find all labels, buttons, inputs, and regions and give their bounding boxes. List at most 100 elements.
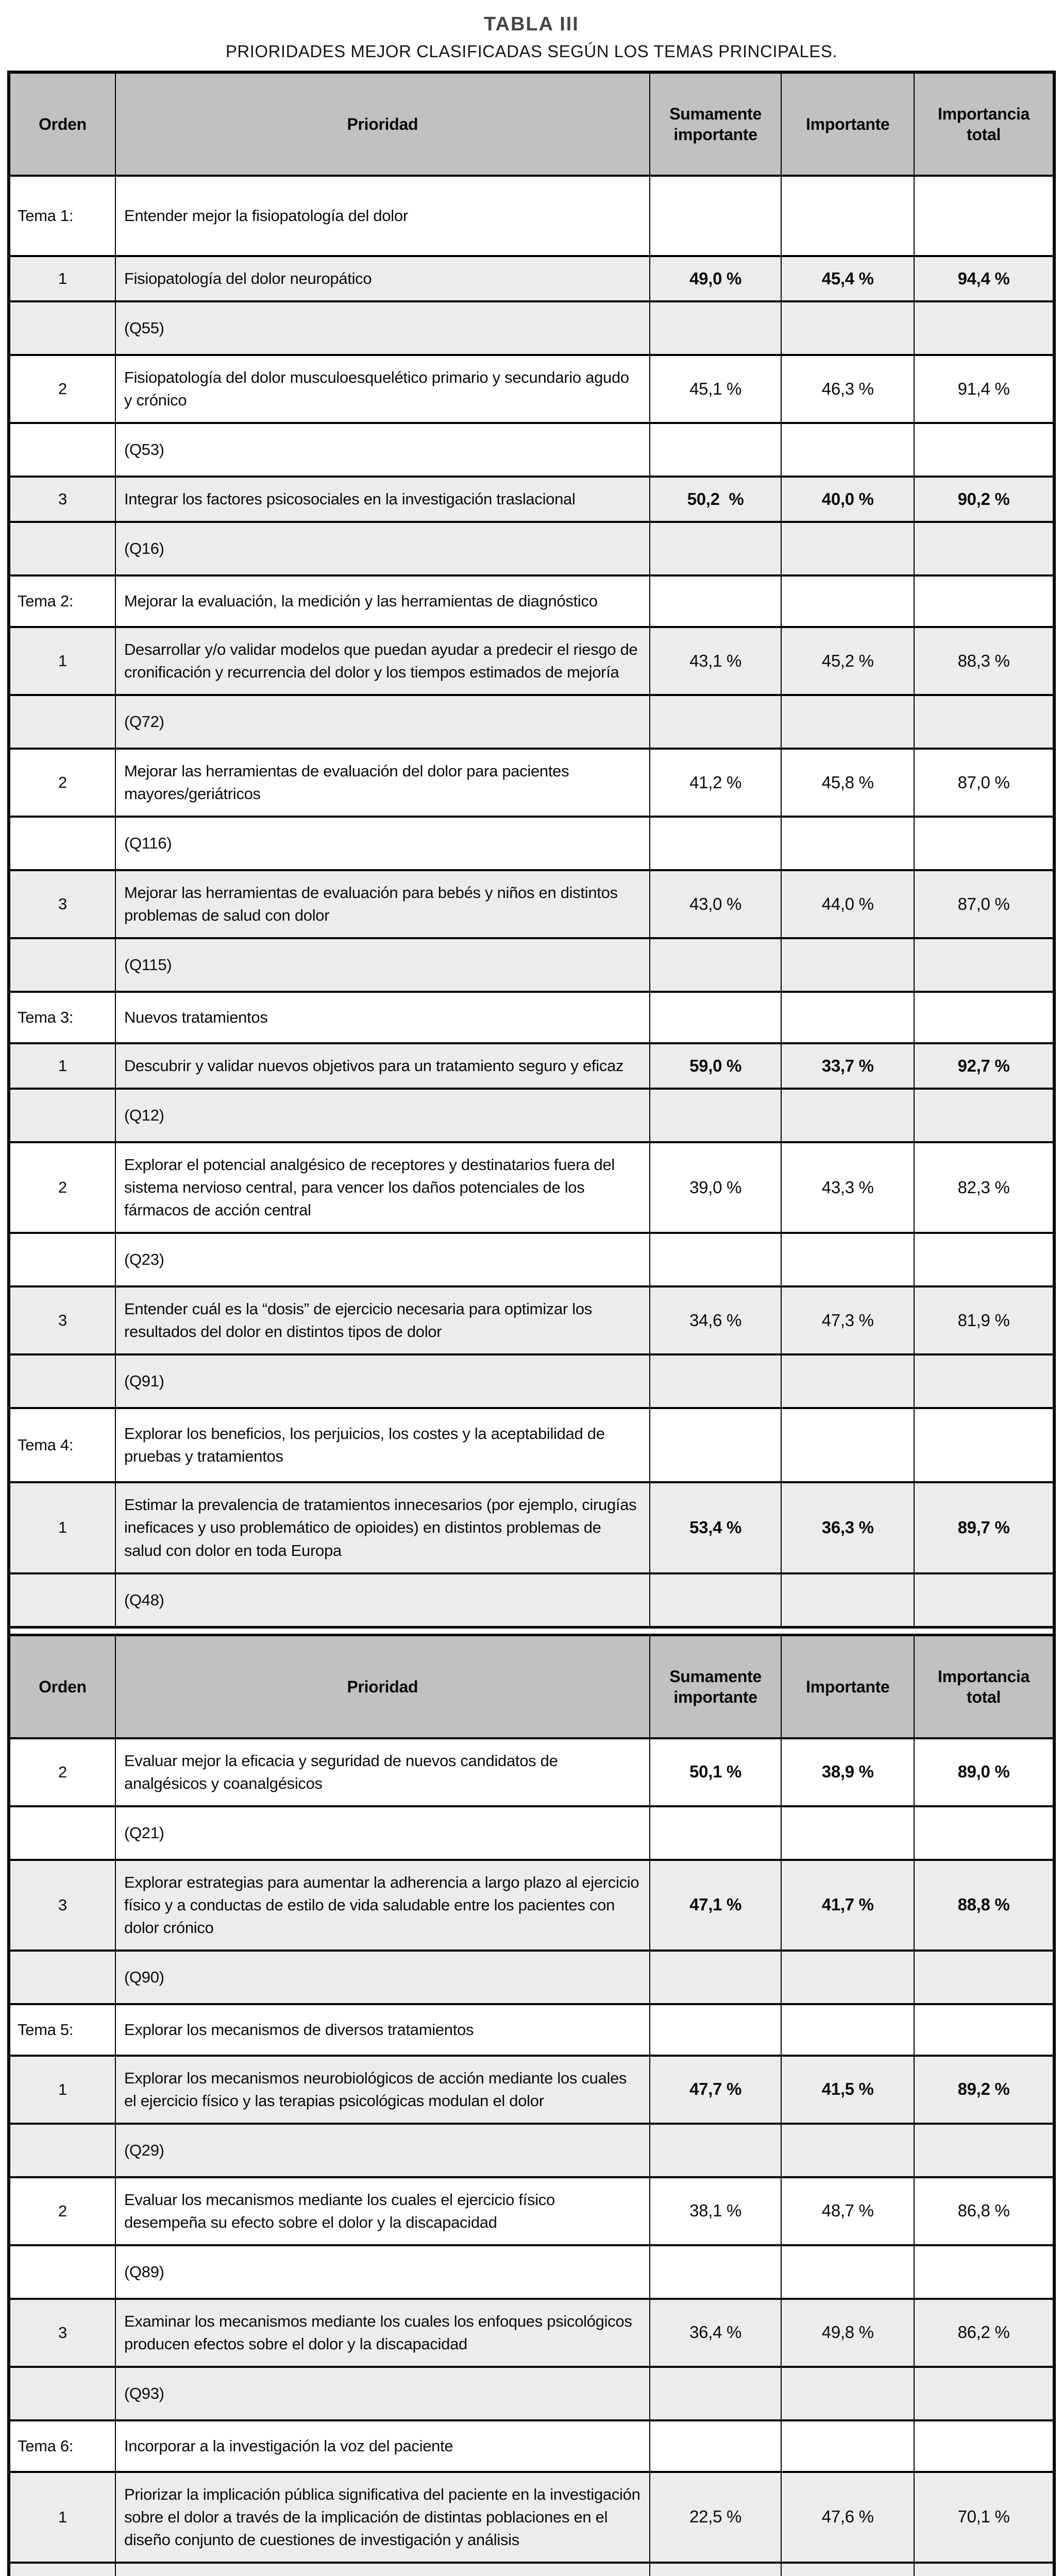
sumamente-cell: 45,1 % — [649, 354, 782, 425]
importante-cell — [781, 2561, 915, 2576]
importante-cell — [781, 2419, 915, 2473]
importante-cell: 45,8 % — [781, 748, 915, 818]
sumamente-cell — [649, 1353, 782, 1410]
sumamente-cell: 43,1 % — [649, 626, 782, 697]
sumamente-cell: 41,2 % — [649, 748, 782, 818]
total-cell: 91,4 % — [914, 354, 1055, 425]
sumamente-cell: 38,1 % — [649, 2176, 782, 2246]
importante-cell — [781, 521, 915, 577]
total-cell: 92,7 % — [914, 1042, 1055, 1090]
orden-cell: 1 — [8, 2470, 116, 2564]
theme-row: Tema 2: Mejorar la evaluación, la medició… — [8, 574, 1055, 629]
sumamente-cell — [649, 937, 782, 993]
importante-cell — [781, 300, 915, 357]
page-break-cell — [9, 1625, 1054, 1636]
orden-cell: 3 — [8, 1858, 116, 1952]
importante-cell: 47,6 % — [781, 2470, 915, 2564]
qcode-row: (Q72) — [8, 694, 1055, 750]
orden-cell — [8, 1232, 116, 1288]
priority-row: 2 Evaluar los mecanismos mediante los cua… — [8, 2176, 1055, 2246]
sumamente-cell — [649, 816, 782, 872]
qcode-row: (Q48) — [8, 1572, 1055, 1629]
sumamente-cell — [649, 300, 782, 357]
orden-cell — [8, 937, 116, 993]
col-header-importante: Importante — [781, 71, 915, 177]
orden-cell: 3 — [8, 476, 116, 523]
orden-cell — [8, 422, 116, 478]
prioridad-cell: (Q116) — [114, 816, 650, 872]
qcode-row: (Q29) — [8, 2122, 1055, 2178]
importante-cell: 41,5 % — [781, 2054, 915, 2125]
prioridad-cell: Entender mejor la fisiopatología del dol… — [114, 174, 650, 258]
total-cell — [914, 1407, 1055, 1484]
col-header-total: Importancia total — [914, 1634, 1055, 1739]
total-cell — [914, 2419, 1055, 2473]
importante-cell: 38,9 % — [781, 1737, 915, 1807]
sumamente-cell — [649, 2003, 782, 2057]
orden-cell: Tema 1: — [8, 174, 116, 258]
orden-cell: Tema 6: — [8, 2419, 116, 2473]
orden-cell: 2 — [8, 748, 116, 818]
prioridad-cell: (Q48) — [114, 1572, 650, 1629]
prioridad-cell: Fisiopatología del dolor musculoesquelét… — [114, 354, 650, 425]
prioridad-cell: Descubrir y validar nuevos objetivos par… — [114, 1042, 650, 1090]
total-cell — [914, 2003, 1055, 2057]
total-cell — [914, 422, 1055, 478]
orden-cell: 1 — [8, 1481, 116, 1574]
total-cell — [914, 694, 1055, 750]
importante-cell: 45,4 % — [781, 255, 915, 303]
sumamente-cell: 50,2 % — [649, 476, 782, 523]
importante-cell — [781, 1572, 915, 1629]
priority-row: 3 Integrar los factores psicosociales en … — [8, 476, 1055, 523]
prioridad-cell: (Q72) — [114, 694, 650, 750]
prioridad-cell: (Q12) — [114, 1088, 650, 1144]
orden-cell — [8, 694, 116, 750]
qcode-row: (Q91) — [8, 1353, 1055, 1410]
prioridad-cell: Mejorar las herramientas de evaluación d… — [114, 748, 650, 818]
orden-cell: 1 — [8, 1042, 116, 1090]
importante-cell: 47,3 % — [781, 1285, 915, 1356]
prioridad-cell: Evaluar los mecanismos mediante los cual… — [114, 2176, 650, 2246]
total-cell: 94,4 % — [914, 255, 1055, 303]
col-header-prioridad: Prioridad — [114, 71, 650, 177]
prioridad-cell: Priorizar la implicación pública signifi… — [114, 2470, 650, 2564]
qcode-row: (Q23) — [8, 1232, 1055, 1288]
importante-cell — [781, 1088, 915, 1144]
theme-row: Tema 5: Explorar los mecanismos de divers… — [8, 2003, 1055, 2057]
priority-row: 1 Priorizar la implicación pública signif… — [8, 2470, 1055, 2564]
orden-cell — [8, 1949, 116, 2005]
orden-cell: 3 — [8, 2297, 116, 2368]
total-cell: 81,9 % — [914, 1285, 1055, 1356]
total-cell — [914, 2365, 1055, 2421]
sumamente-cell — [649, 521, 782, 577]
page-break-gap — [9, 1625, 1054, 1636]
qcode-row: (Q115) — [8, 937, 1055, 993]
priority-row: 3 Mejorar las herramientas de evaluación … — [8, 869, 1055, 940]
total-cell: 86,2 % — [914, 2297, 1055, 2368]
sumamente-cell — [649, 1407, 782, 1484]
importante-cell: 49,8 % — [781, 2297, 915, 2368]
total-cell — [914, 991, 1055, 1045]
prioridad-cell: (Q29) — [114, 2122, 650, 2178]
total-cell — [914, 816, 1055, 872]
sumamente-cell — [649, 2244, 782, 2300]
prioridad-cell: Integrar los factores psicosociales en l… — [114, 476, 650, 523]
importante-cell: 40,0 % — [781, 476, 915, 523]
orden-cell: 2 — [8, 1141, 116, 1234]
sumamente-cell: 59,0 % — [649, 1042, 782, 1090]
sumamente-cell — [649, 1232, 782, 1288]
orden-cell — [8, 2365, 116, 2421]
orden-cell — [8, 2561, 116, 2576]
orden-cell — [8, 816, 116, 872]
priority-row: 2 Fisiopatología del dolor musculoesquelé… — [8, 354, 1055, 425]
total-cell — [914, 2561, 1055, 2576]
priority-row: 3 Entender cuál es la “dosis” de ejercici… — [8, 1285, 1055, 1356]
prioridad-cell: Evaluar mejor la eficacia y seguridad de… — [114, 1737, 650, 1807]
total-cell: 87,0 % — [914, 869, 1055, 940]
total-cell — [914, 1232, 1055, 1288]
priority-row: 3 Examinar los mecanismos mediante los cu… — [8, 2297, 1055, 2368]
importante-cell — [781, 2122, 915, 2178]
total-cell — [914, 2244, 1055, 2300]
col-header-orden: Orden — [8, 71, 116, 177]
